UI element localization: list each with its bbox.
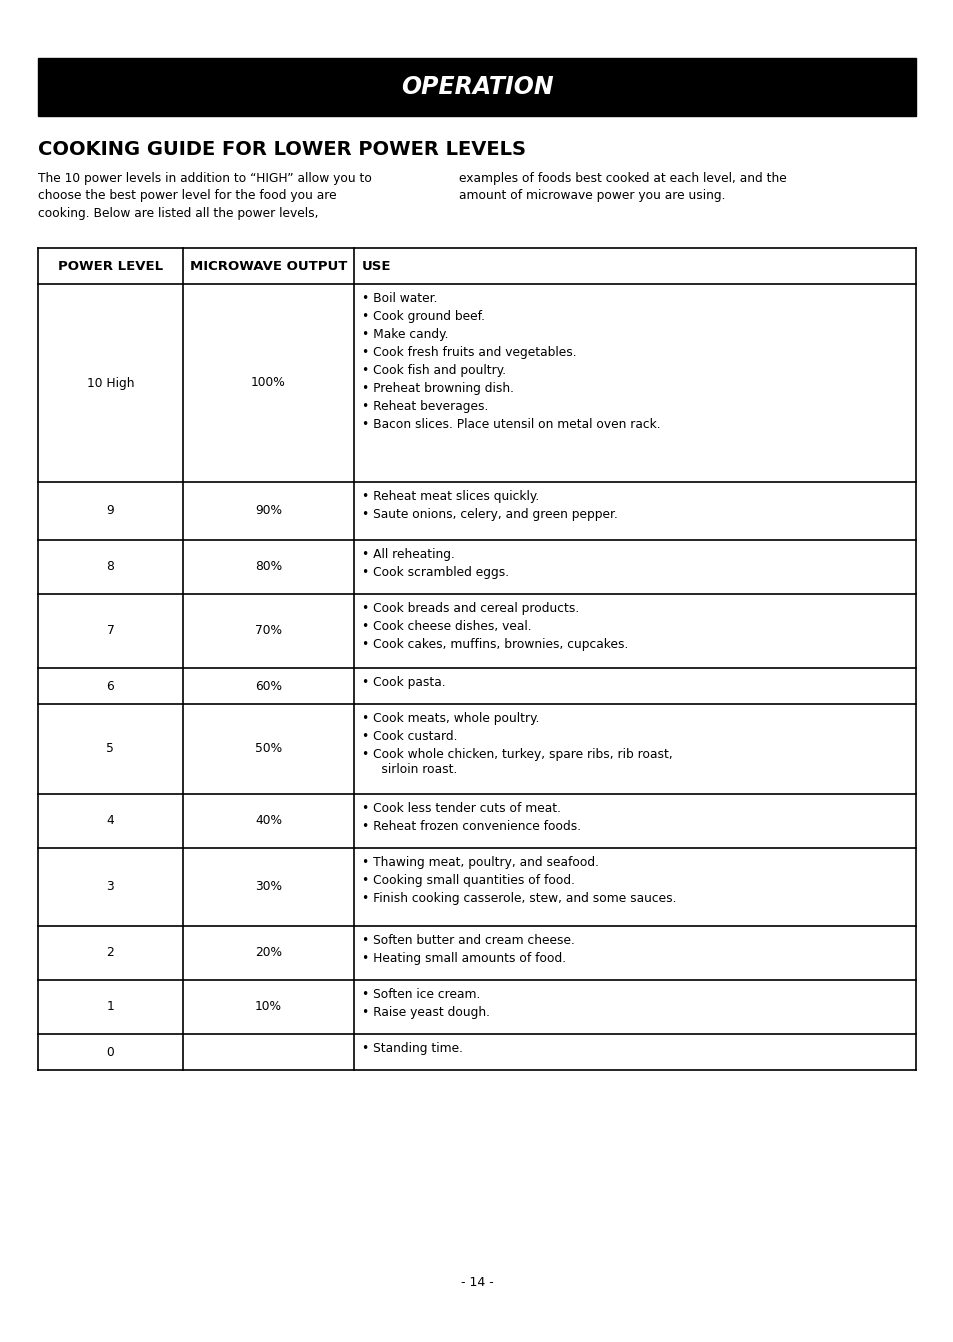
Text: • Cook meats, whole poultry.: • Cook meats, whole poultry. — [362, 713, 539, 725]
Text: • Reheat frozen convenience foods.: • Reheat frozen convenience foods. — [362, 820, 580, 833]
Text: 40%: 40% — [254, 815, 282, 828]
Text: 2: 2 — [107, 946, 114, 960]
Text: 4: 4 — [107, 815, 114, 828]
Text: • Cook fish and poultry.: • Cook fish and poultry. — [362, 364, 506, 377]
Text: 10%: 10% — [254, 1001, 282, 1013]
Text: • Cook pasta.: • Cook pasta. — [362, 676, 445, 688]
Text: • Boil water.: • Boil water. — [362, 293, 437, 305]
Text: 60%: 60% — [254, 679, 282, 692]
Text: • Reheat beverages.: • Reheat beverages. — [362, 400, 488, 413]
Text: 6: 6 — [107, 679, 114, 692]
Text: 30%: 30% — [254, 880, 282, 894]
Text: • Reheat meat slices quickly.: • Reheat meat slices quickly. — [362, 490, 538, 503]
Text: - 14 -: - 14 - — [460, 1275, 493, 1288]
Text: 8: 8 — [107, 561, 114, 573]
Text: • Heating small amounts of food.: • Heating small amounts of food. — [362, 951, 566, 965]
Text: • Bacon slices. Place utensil on metal oven rack.: • Bacon slices. Place utensil on metal o… — [362, 417, 660, 431]
Text: 70%: 70% — [254, 624, 282, 637]
Text: MICROWAVE OUTPUT: MICROWAVE OUTPUT — [190, 259, 347, 272]
Text: • Cook less tender cuts of meat.: • Cook less tender cuts of meat. — [362, 803, 560, 815]
Text: • Cook ground beef.: • Cook ground beef. — [362, 310, 484, 323]
Text: • All reheating.: • All reheating. — [362, 548, 455, 561]
Text: 5: 5 — [107, 742, 114, 756]
Text: • Cooking small quantities of food.: • Cooking small quantities of food. — [362, 874, 575, 887]
Text: • Finish cooking casserole, stew, and some sauces.: • Finish cooking casserole, stew, and so… — [362, 892, 676, 905]
Text: • Saute onions, celery, and green pepper.: • Saute onions, celery, and green pepper… — [362, 509, 618, 521]
Text: COOKING GUIDE FOR LOWER POWER LEVELS: COOKING GUIDE FOR LOWER POWER LEVELS — [38, 140, 525, 158]
Text: • Raise yeast dough.: • Raise yeast dough. — [362, 1006, 490, 1019]
Text: • Cook whole chicken, turkey, spare ribs, rib roast,: • Cook whole chicken, turkey, spare ribs… — [362, 747, 672, 761]
Text: The 10 power levels in addition to “HIGH” allow you to
choose the best power lev: The 10 power levels in addition to “HIGH… — [38, 172, 372, 220]
Text: examples of foods best cooked at each level, and the
amount of microwave power y: examples of foods best cooked at each le… — [458, 172, 785, 203]
Text: • Thawing meat, poultry, and seafood.: • Thawing meat, poultry, and seafood. — [362, 856, 598, 870]
Text: 100%: 100% — [251, 377, 286, 389]
Text: • Make candy.: • Make candy. — [362, 327, 448, 341]
Text: 80%: 80% — [254, 561, 282, 573]
Text: POWER LEVEL: POWER LEVEL — [58, 259, 163, 272]
Text: • Soften ice cream.: • Soften ice cream. — [362, 988, 480, 1001]
Text: 7: 7 — [107, 624, 114, 637]
Bar — [38, 58, 915, 115]
Text: • Cook scrambled eggs.: • Cook scrambled eggs. — [362, 566, 509, 578]
Text: 1: 1 — [107, 1001, 114, 1013]
Text: • Cook custard.: • Cook custard. — [362, 730, 457, 743]
Text: • Cook cakes, muffins, brownies, cupcakes.: • Cook cakes, muffins, brownies, cupcake… — [362, 637, 628, 651]
Text: • Cook cheese dishes, veal.: • Cook cheese dishes, veal. — [362, 620, 531, 633]
Text: • Cook breads and cereal products.: • Cook breads and cereal products. — [362, 603, 578, 615]
Text: 90%: 90% — [254, 505, 282, 518]
Text: 3: 3 — [107, 880, 114, 894]
Text: 0: 0 — [107, 1045, 114, 1059]
Text: • Soften butter and cream cheese.: • Soften butter and cream cheese. — [362, 934, 575, 947]
Text: 10 High: 10 High — [87, 377, 134, 389]
Text: 20%: 20% — [254, 946, 282, 960]
Text: 50%: 50% — [254, 742, 282, 756]
Text: • Preheat browning dish.: • Preheat browning dish. — [362, 382, 514, 395]
Text: 9: 9 — [107, 505, 114, 518]
Text: • Cook fresh fruits and vegetables.: • Cook fresh fruits and vegetables. — [362, 346, 577, 360]
Text: sirloin roast.: sirloin roast. — [362, 764, 457, 776]
Text: OPERATION: OPERATION — [400, 75, 553, 99]
Text: USE: USE — [362, 259, 391, 272]
Text: • Standing time.: • Standing time. — [362, 1041, 462, 1055]
